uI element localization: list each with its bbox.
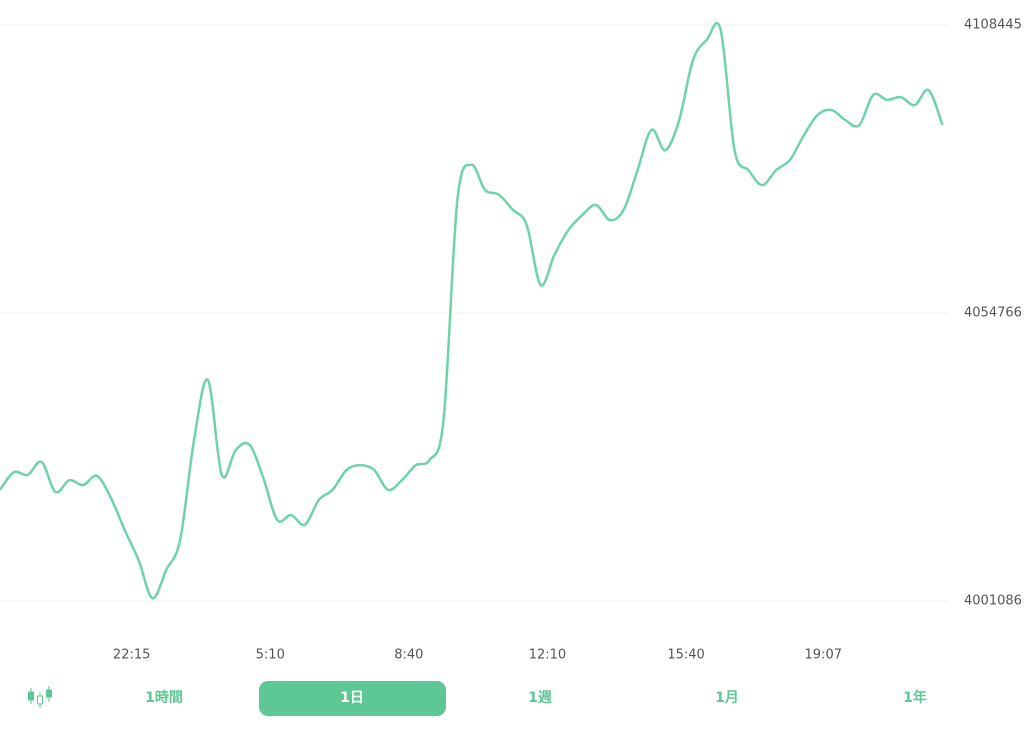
period-button[interactable]: 1日	[340, 690, 364, 706]
y-tick-label: 4108445	[964, 18, 1022, 33]
x-tick-label: 15:40	[667, 648, 704, 663]
period-button-bg[interactable]	[259, 681, 446, 716]
x-tick-label: 12:10	[529, 648, 566, 663]
x-tick-label: 5:10	[256, 648, 285, 663]
y-tick-label: 4054766	[964, 305, 1022, 320]
x-tick-label: 8:40	[394, 648, 423, 663]
x-tick-label: 22:15	[113, 648, 150, 663]
x-tick-label: 19:07	[805, 648, 842, 663]
period-button[interactable]: 1月	[715, 690, 739, 706]
period-button[interactable]: 1週	[528, 690, 552, 706]
candle-icon[interactable]	[28, 686, 52, 708]
period-button[interactable]: 1年	[903, 689, 927, 706]
price-line	[0, 21, 944, 600]
y-tick-label: 4001086	[964, 594, 1022, 609]
period-button[interactable]: 1時間	[145, 689, 183, 706]
